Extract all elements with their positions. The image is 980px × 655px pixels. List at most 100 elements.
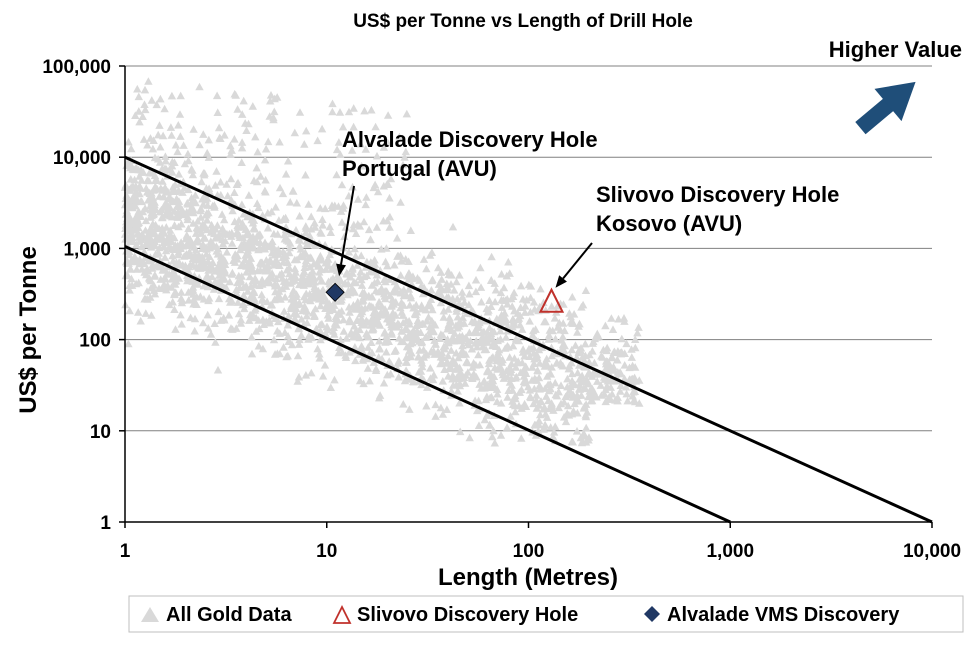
data-point — [351, 278, 361, 287]
data-point — [270, 260, 279, 269]
data-point — [243, 246, 252, 254]
data-point — [605, 395, 614, 403]
data-point — [485, 356, 494, 364]
data-point — [156, 142, 165, 151]
data-point — [385, 212, 395, 221]
data-point — [227, 195, 236, 204]
data-point — [616, 387, 625, 395]
data-point — [573, 328, 582, 336]
data-point — [150, 153, 160, 162]
data-point — [145, 275, 155, 283]
data-point — [251, 313, 261, 322]
data-point — [126, 163, 135, 172]
data-point — [173, 244, 182, 253]
data-point — [253, 199, 262, 207]
data-point — [383, 261, 392, 270]
data-point — [427, 248, 437, 256]
data-point — [573, 368, 582, 377]
data-point — [135, 117, 144, 126]
data-point — [279, 343, 288, 351]
data-point — [317, 229, 326, 237]
data-point — [196, 204, 206, 213]
data-point — [357, 314, 366, 322]
data-point — [398, 311, 408, 319]
data-point — [544, 331, 554, 339]
data-point — [270, 279, 280, 288]
data-point — [465, 289, 474, 298]
data-point — [501, 318, 511, 326]
data-point — [633, 328, 642, 337]
alvalade-label-line-1: Alvalade Discovery Hole — [342, 127, 598, 152]
data-point — [371, 286, 381, 295]
slivovo-annotation: Slivovo Discovery Hole Kosovo (AVU) — [555, 182, 839, 288]
data-point — [218, 239, 228, 248]
x-tick-label: 10 — [316, 541, 337, 562]
data-point — [542, 413, 552, 421]
data-point — [254, 245, 263, 254]
data-point — [290, 295, 299, 304]
data-point — [283, 320, 292, 329]
data-point — [508, 315, 518, 323]
data-point — [332, 320, 341, 329]
data-point — [316, 335, 325, 344]
data-point — [350, 244, 359, 253]
data-point — [471, 275, 481, 284]
data-point — [217, 210, 227, 218]
data-point — [255, 281, 264, 289]
data-point — [574, 322, 583, 330]
data-point — [179, 141, 188, 149]
data-point — [266, 91, 276, 99]
data-point — [413, 316, 423, 324]
data-point — [237, 277, 246, 286]
data-point — [195, 82, 204, 91]
data-point — [409, 377, 418, 386]
data-point — [357, 281, 367, 289]
data-point — [477, 297, 486, 306]
data-point — [283, 351, 292, 360]
data-point — [386, 174, 396, 183]
data-point — [352, 332, 362, 340]
data-point — [252, 163, 261, 172]
data-point — [576, 343, 586, 352]
data-point — [547, 399, 556, 407]
data-point — [501, 333, 511, 341]
data-point — [146, 233, 155, 242]
data-point — [496, 335, 505, 343]
data-point — [413, 335, 422, 343]
data-point — [601, 385, 610, 394]
data-point — [357, 161, 366, 170]
data-point — [127, 144, 136, 153]
data-point — [226, 324, 236, 332]
data-point — [334, 138, 344, 146]
data-point — [438, 410, 448, 418]
data-point — [266, 96, 275, 105]
data-point — [283, 332, 293, 340]
data-point — [361, 200, 370, 209]
x-tick-label: 10,000 — [903, 541, 961, 562]
data-point — [516, 303, 525, 311]
data-point — [135, 232, 145, 241]
data-point — [367, 338, 376, 346]
x-tick-label: 1,000 — [706, 541, 754, 562]
data-point — [455, 398, 464, 407]
data-point — [175, 110, 185, 118]
data-point — [385, 357, 394, 365]
data-point — [464, 281, 474, 290]
data-point — [429, 370, 439, 379]
data-point — [561, 392, 570, 401]
data-point — [367, 259, 376, 267]
data-point — [606, 383, 615, 391]
data-point — [427, 276, 436, 285]
data-point — [326, 228, 335, 236]
data-point — [385, 291, 395, 300]
data-point — [281, 213, 290, 222]
legend-box — [128, 595, 964, 633]
data-point — [176, 91, 185, 100]
data-point — [165, 242, 174, 251]
data-point — [141, 216, 151, 225]
data-point — [384, 180, 393, 188]
data-point — [351, 356, 360, 365]
data-point — [587, 384, 597, 392]
data-point — [455, 379, 464, 387]
data-point — [199, 130, 208, 138]
